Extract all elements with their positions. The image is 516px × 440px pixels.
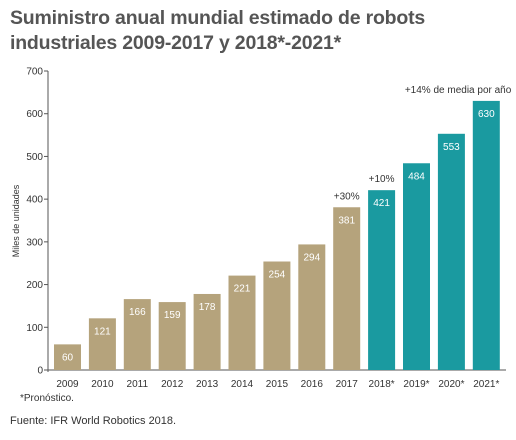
chart-title-line2: industriales 2009-2017 y 2018*-2021* [10, 32, 342, 54]
bar [472, 100, 500, 371]
bar-value-label: 553 [443, 142, 460, 153]
y-tick-label: 400 [26, 195, 43, 206]
bar-value-label: 254 [269, 270, 286, 281]
bar-value-label: 421 [373, 198, 390, 209]
y-tick-label: 700 [26, 67, 43, 78]
x-tick-label: 2019* [403, 379, 429, 390]
bar-value-label: 159 [164, 310, 181, 321]
y-tick-label: 600 [26, 109, 43, 120]
bar [228, 275, 256, 370]
bar [123, 299, 151, 370]
growth-annotation: +14% de media por año [405, 85, 512, 96]
source-note: Fuente: IFR World Robotics 2018. [10, 415, 177, 427]
bar [437, 133, 465, 370]
bar [263, 261, 291, 370]
chart-title-line1: Suministro anual mundial estimado de rob… [10, 7, 426, 29]
y-axis-title: Miles de unidades [11, 184, 21, 257]
y-tick-label: 200 [26, 280, 43, 291]
x-tick-label: 2011 [127, 379, 149, 390]
x-tick-label: 2013 [196, 379, 219, 390]
bar-value-label: 381 [338, 215, 355, 226]
y-tick-label: 100 [26, 323, 43, 334]
x-tick-label: 2018* [369, 379, 395, 390]
bar-value-label: 294 [303, 252, 320, 263]
bar-value-label: 221 [234, 284, 251, 295]
x-tick-label: 2017 [336, 379, 359, 390]
chart-title: Suministro anual mundial estimado de rob… [10, 6, 510, 56]
bar-value-label: 630 [478, 109, 495, 120]
y-tick-label: 0 [37, 366, 43, 377]
x-tick-label: 2020* [438, 379, 464, 390]
bar [193, 293, 221, 370]
bar [403, 163, 430, 370]
x-tick-label: 2009 [56, 379, 79, 390]
growth-annotation: +10% [369, 174, 395, 185]
y-tick-label: 300 [26, 237, 43, 248]
bar [88, 318, 116, 370]
x-tick-label: 2015 [266, 379, 289, 390]
growth-annotation: +30% [334, 191, 360, 202]
bar [158, 302, 186, 370]
x-tick-label: 2010 [91, 379, 114, 390]
x-tick-label: 2014 [231, 379, 254, 390]
bar-value-label: 178 [199, 302, 216, 313]
bar [333, 207, 361, 370]
bar-value-label: 121 [94, 326, 111, 337]
bar-value-label: 484 [408, 171, 425, 182]
x-tick-label: 2021* [473, 379, 499, 390]
x-tick-label: 2016 [301, 379, 324, 390]
bar [368, 190, 396, 370]
bar-value-label: 166 [129, 307, 146, 318]
y-tick-label: 500 [26, 152, 43, 163]
x-tick-label: 2012 [161, 379, 184, 390]
bar-value-label: 60 [62, 352, 74, 363]
bar [54, 344, 81, 370]
bar [298, 244, 326, 370]
forecast-footnote: *Pronóstico. [20, 393, 74, 404]
